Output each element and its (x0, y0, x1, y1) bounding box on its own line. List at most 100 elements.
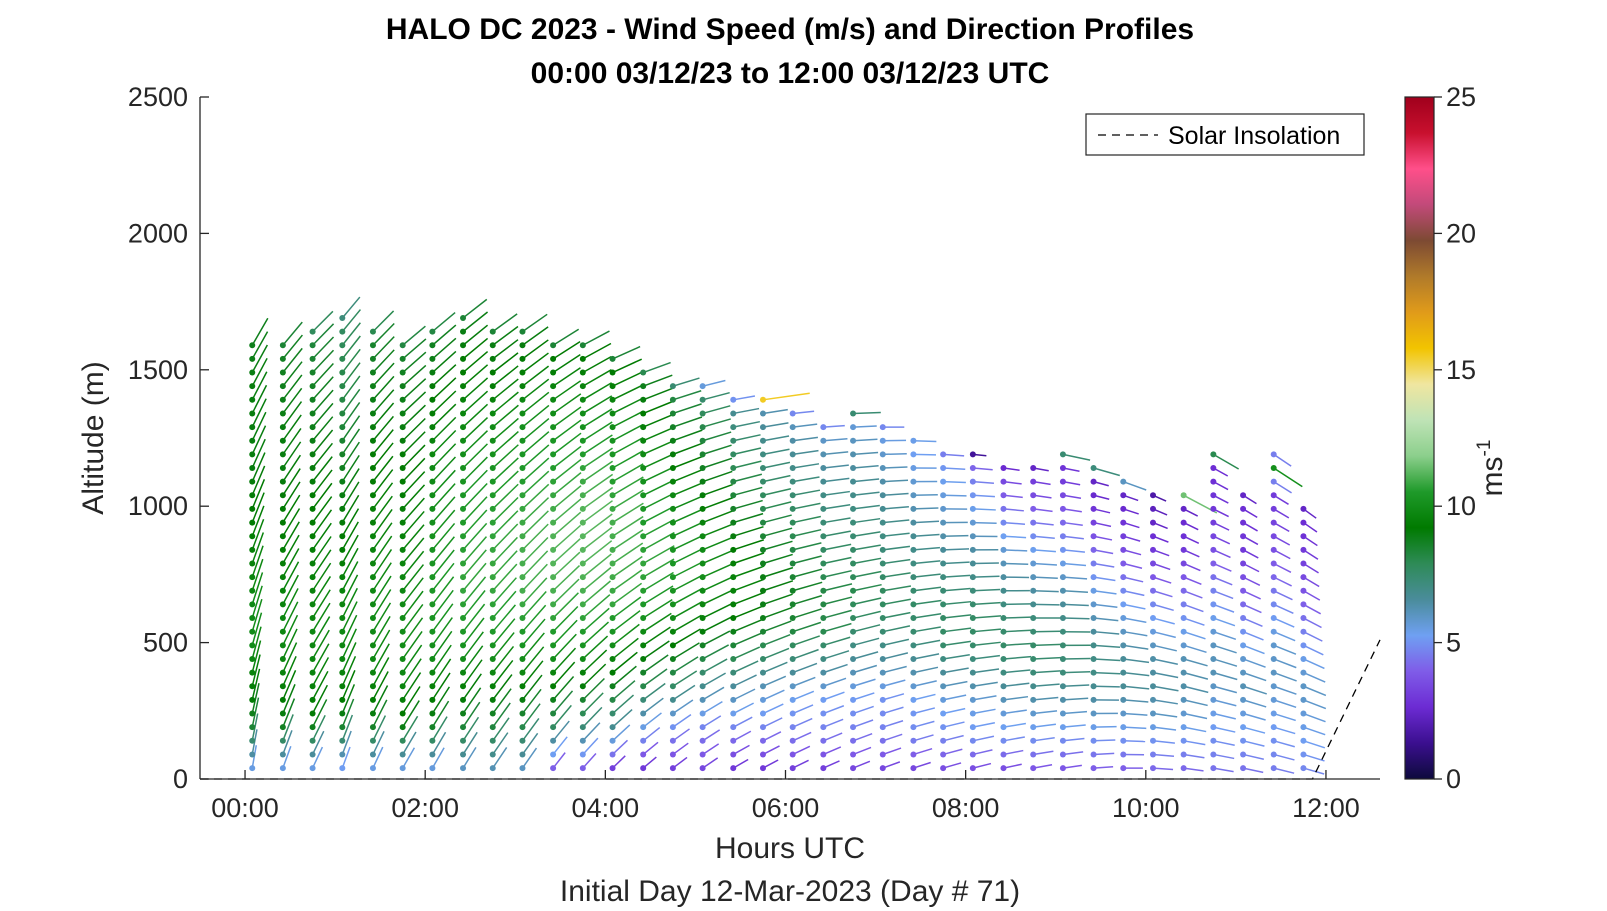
wind-point (1210, 642, 1217, 649)
wind-point (429, 696, 436, 703)
wind-barb (972, 588, 1001, 592)
wind-barb (792, 463, 820, 469)
wind-point (1210, 505, 1217, 512)
wind-barb (1003, 736, 1025, 742)
wind-barb (1003, 642, 1032, 647)
wind-point (730, 710, 737, 717)
wind-barb (943, 653, 970, 660)
colorbar-tick-label: 0 (1446, 764, 1461, 794)
wind-barb (282, 454, 302, 483)
wind-point (1090, 601, 1097, 608)
wind-barb (282, 642, 298, 673)
wind-barb (492, 431, 519, 455)
wind-point (460, 314, 467, 321)
wind-point (820, 492, 827, 499)
wind-barb (282, 441, 302, 469)
wind-point (1300, 628, 1307, 635)
wind-point (369, 751, 376, 758)
wind-point (1180, 560, 1187, 567)
wind-barb (282, 670, 297, 701)
wind-point (669, 710, 676, 717)
wind-point (850, 437, 857, 444)
wind-point (1000, 765, 1007, 772)
wind-point (879, 451, 886, 458)
y-axis-label: Altitude (m) (77, 361, 110, 514)
wind-barb (882, 733, 903, 742)
wind-barb (1152, 658, 1178, 665)
wind-barb (702, 444, 732, 456)
wind-barb (341, 402, 361, 428)
wind-barb (702, 431, 732, 442)
wind-point (789, 560, 796, 567)
wind-barb (823, 732, 843, 742)
wind-point (1120, 560, 1127, 567)
wind-barb (823, 596, 853, 606)
wind-point (1030, 751, 1037, 758)
wind-point (1150, 737, 1157, 744)
wind-barb (311, 536, 332, 564)
wind-barb (672, 377, 700, 387)
wind-point (399, 655, 406, 662)
y-tick-label: 1000 (128, 491, 188, 521)
wind-barb (1273, 603, 1294, 615)
wind-point (1090, 587, 1097, 594)
wind-point (519, 342, 526, 349)
wind-barb (372, 629, 391, 660)
wind-point (1240, 696, 1247, 703)
wind-point (1030, 642, 1037, 649)
wind-point (1210, 751, 1217, 758)
wind-barb (282, 347, 303, 373)
wind-point (910, 492, 917, 499)
wind-barb (311, 699, 328, 728)
wind-point (279, 642, 286, 649)
wind-barb (672, 670, 698, 687)
wind-point (279, 396, 286, 403)
wind-barb (582, 692, 604, 715)
wind-point (1210, 601, 1217, 608)
wind-barb (732, 646, 761, 660)
wind-point (1000, 615, 1007, 622)
wind-barb (1183, 699, 1208, 707)
wind-point (1120, 710, 1127, 717)
wind-point (1000, 465, 1007, 472)
wind-barb (1033, 736, 1055, 742)
wind-barb (943, 667, 969, 674)
wind-barb (762, 717, 783, 728)
wind-point (429, 465, 436, 472)
wind-point (850, 615, 857, 622)
wind-barb (792, 515, 822, 524)
wind-barb (1033, 696, 1059, 701)
wind-point (759, 424, 766, 431)
wind-barb (792, 502, 821, 510)
wind-barb (1003, 535, 1027, 539)
wind-point (489, 737, 496, 744)
wind-point (850, 451, 857, 458)
wind-point (279, 696, 286, 703)
wind-point (369, 478, 376, 485)
wind-barb (913, 707, 936, 715)
wind-point (1180, 519, 1187, 526)
wind-point (1120, 519, 1127, 526)
wind-point (1270, 574, 1277, 581)
wind-barb (311, 670, 329, 701)
wind-point (1180, 696, 1187, 703)
wind-point (789, 751, 796, 758)
wind-barb (1152, 617, 1175, 625)
wind-point (399, 765, 406, 772)
wind-barb (732, 592, 764, 606)
wind-point (399, 601, 406, 608)
wind-barb (642, 400, 674, 415)
wind-barb (522, 339, 549, 360)
wind-barb (913, 493, 938, 497)
wind-point (1150, 751, 1157, 758)
wind-point (1300, 765, 1307, 772)
wind-point (609, 410, 616, 417)
wind-point (730, 519, 737, 526)
wind-barb (792, 423, 818, 428)
wind-barb (1183, 753, 1205, 759)
wind-barb (372, 402, 395, 428)
wind-barb (913, 626, 941, 633)
wind-barb (341, 494, 360, 523)
wind-point (1210, 492, 1217, 499)
wind-point (399, 478, 406, 485)
